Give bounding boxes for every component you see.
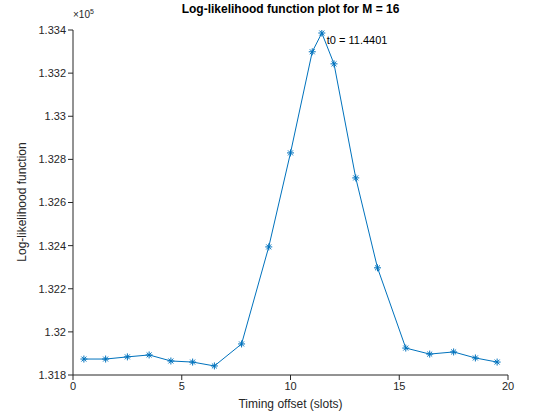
html-text:Log-likelihood function: Log-likelihood function [15, 141, 29, 262]
svg-text:t0 = 11.4401: t0 = 11.4401 [327, 34, 388, 46]
svg-text:1.318: 1.318 [38, 369, 66, 381]
svg-text:1.322: 1.322 [38, 283, 66, 295]
svg-text:10: 10 [284, 380, 296, 392]
svg-text:1.328: 1.328 [38, 153, 66, 165]
svg-text:15: 15 [393, 380, 405, 392]
svg-text:0: 0 [70, 380, 76, 392]
html-text:×10: ×10 [73, 9, 90, 21]
html-text:Timing offset (slots): Timing offset (slots) [238, 397, 343, 411]
svg-text:20: 20 [502, 380, 514, 392]
svg-text:1.33: 1.33 [45, 110, 66, 122]
svg-text:1.332: 1.332 [38, 67, 66, 79]
html-text:5: 5 [90, 8, 94, 15]
svg-text:5: 5 [179, 380, 185, 392]
svg-text:1.334: 1.334 [38, 24, 66, 36]
html-text:Log-likelihood function plot f: Log-likelihood function plot for M = 16 [181, 2, 400, 16]
svg-text:1.324: 1.324 [38, 240, 66, 252]
svg-text:1.32: 1.32 [45, 326, 66, 338]
svg-text:1.326: 1.326 [38, 196, 66, 208]
